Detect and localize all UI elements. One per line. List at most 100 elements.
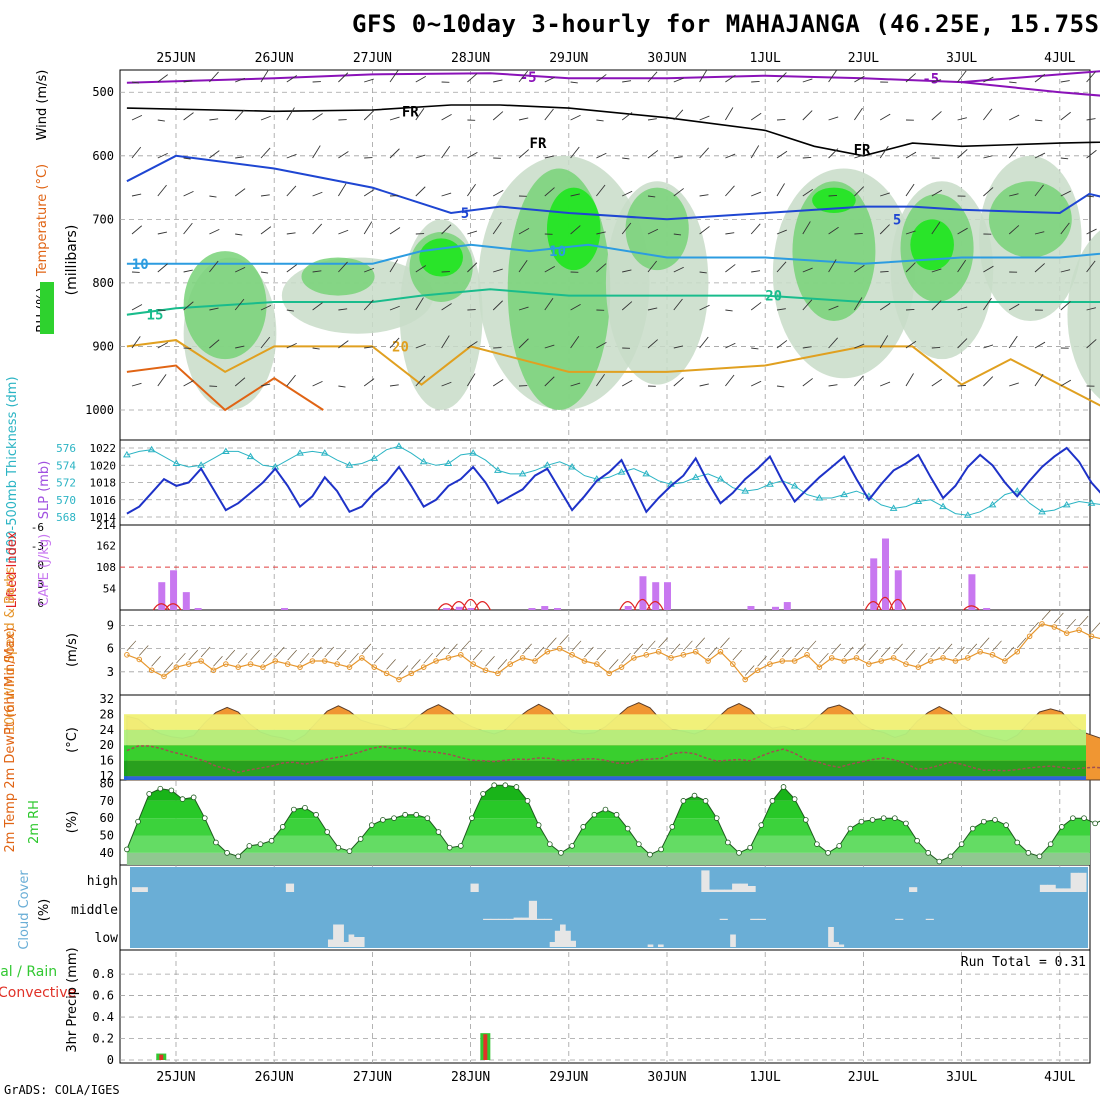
wind-barb (363, 189, 375, 197)
wind-speed-marker (1063, 630, 1070, 636)
wind-speed-marker (1051, 624, 1058, 630)
wind-barb (183, 112, 194, 121)
wind-barb (802, 346, 812, 349)
contour-20 (126, 339, 1100, 407)
wind-barb-10m (584, 646, 594, 658)
wind-speed-marker (346, 664, 353, 670)
cape-tick-label: 162 (96, 540, 116, 553)
wind-barb-10m (522, 643, 532, 655)
wind-barb-10m (621, 652, 631, 664)
rh-marker (335, 844, 342, 851)
wind-barb (699, 271, 707, 274)
rh-marker (992, 817, 998, 823)
cloud-bar-high (747, 886, 756, 892)
wind-barb-10m (349, 652, 359, 664)
level-label: 600 (92, 149, 114, 163)
level-label: 700 (92, 212, 114, 226)
thickness-marker (419, 457, 428, 465)
wind-barb-10m (1054, 612, 1064, 624)
wind-barb (931, 221, 941, 235)
wind-speed-marker (420, 664, 427, 670)
thickness-marker (469, 449, 478, 456)
wind-barb (828, 116, 839, 121)
wind-speed-marker (717, 648, 724, 655)
wind-barb-10m (188, 649, 198, 661)
total-rain-label: Total / Rain (0, 964, 57, 980)
precip-axis-label: 3hr Precip (mm) (65, 947, 80, 1052)
wind-barb (673, 266, 684, 273)
wind-speed-marker (977, 648, 983, 655)
rh-marker (613, 811, 620, 818)
cloud-bar-low (560, 924, 566, 947)
wind-barb (312, 191, 323, 197)
contour-label: FR (530, 136, 547, 152)
wind-barb (157, 184, 167, 197)
wind-barb (209, 118, 219, 121)
wind-barb-10m (139, 645, 149, 656)
wind-barb (931, 189, 943, 197)
cape-tick-label: 54 (103, 583, 117, 596)
wind-barb (957, 306, 968, 311)
precip-conv-bar (483, 1034, 488, 1060)
date-label-top: 3JUL (946, 51, 977, 66)
cape-bar (639, 576, 647, 610)
wind-speed-marker (519, 655, 526, 661)
wind-barb (570, 336, 580, 349)
cloud-bar-high (285, 883, 295, 892)
wind-barb (1086, 149, 1097, 159)
wind-speed-marker (532, 658, 538, 664)
wind-barb-10m (806, 640, 817, 652)
wind-barb (363, 299, 374, 311)
wind-speed-marker (643, 652, 650, 658)
wind-barb-10m (200, 646, 211, 658)
thickness-marker (221, 447, 230, 454)
thickness-marker (444, 459, 453, 467)
cloud-bar-high (709, 889, 718, 892)
rh-band (126, 852, 1090, 865)
wind-barb (441, 303, 452, 311)
wind-barb (1008, 303, 1020, 311)
thickness-marker (246, 452, 255, 460)
cape-bar (783, 602, 791, 610)
wind-barb (570, 382, 581, 387)
wind-barb (699, 147, 709, 159)
wind-barb-10m (1041, 609, 1052, 621)
rh-shading (301, 257, 375, 296)
wind-barb (492, 222, 502, 235)
wind-speed-marker (779, 658, 786, 664)
cloud-bar-low (828, 927, 834, 947)
lifted-index-line (152, 596, 980, 611)
cloud-bar-high (732, 883, 741, 892)
rh-marker (1014, 839, 1021, 846)
wind-barb (183, 301, 194, 311)
cape-axis-label: CAPE (J/kg) (37, 534, 52, 606)
wind-barb (1008, 146, 1019, 159)
wind-barb (725, 185, 735, 197)
wind-barb-10m (1004, 646, 1015, 658)
wind-barb (596, 119, 604, 122)
thickness-marker (840, 490, 849, 498)
wind-barb (518, 227, 530, 235)
wind-barb (828, 226, 839, 235)
wind-barb (209, 150, 220, 159)
wind-barb (131, 81, 140, 84)
wind-barb (1009, 382, 1019, 387)
date-label-bottom: 1JUL (750, 1070, 781, 1085)
wind-barb (596, 263, 607, 273)
date-label-top: 27JUN (353, 51, 392, 66)
cloud-bar-low (549, 942, 556, 947)
level-label: 800 (92, 276, 114, 290)
wind-barb (518, 338, 529, 349)
rh-marker (324, 829, 331, 835)
wind-barb (957, 117, 967, 121)
wind-barb (234, 109, 245, 121)
wind-speed-marker (321, 658, 328, 664)
wind-barb (828, 194, 838, 197)
wind-barb (1060, 379, 1072, 387)
wind-speed-marker (334, 661, 340, 667)
temperature-axis-label: Temperature (°C) (35, 164, 50, 277)
wind-barb (518, 70, 529, 83)
wind-barb (622, 190, 633, 197)
rh-tick-label: 80 (100, 776, 114, 790)
wind-barb (363, 378, 375, 387)
